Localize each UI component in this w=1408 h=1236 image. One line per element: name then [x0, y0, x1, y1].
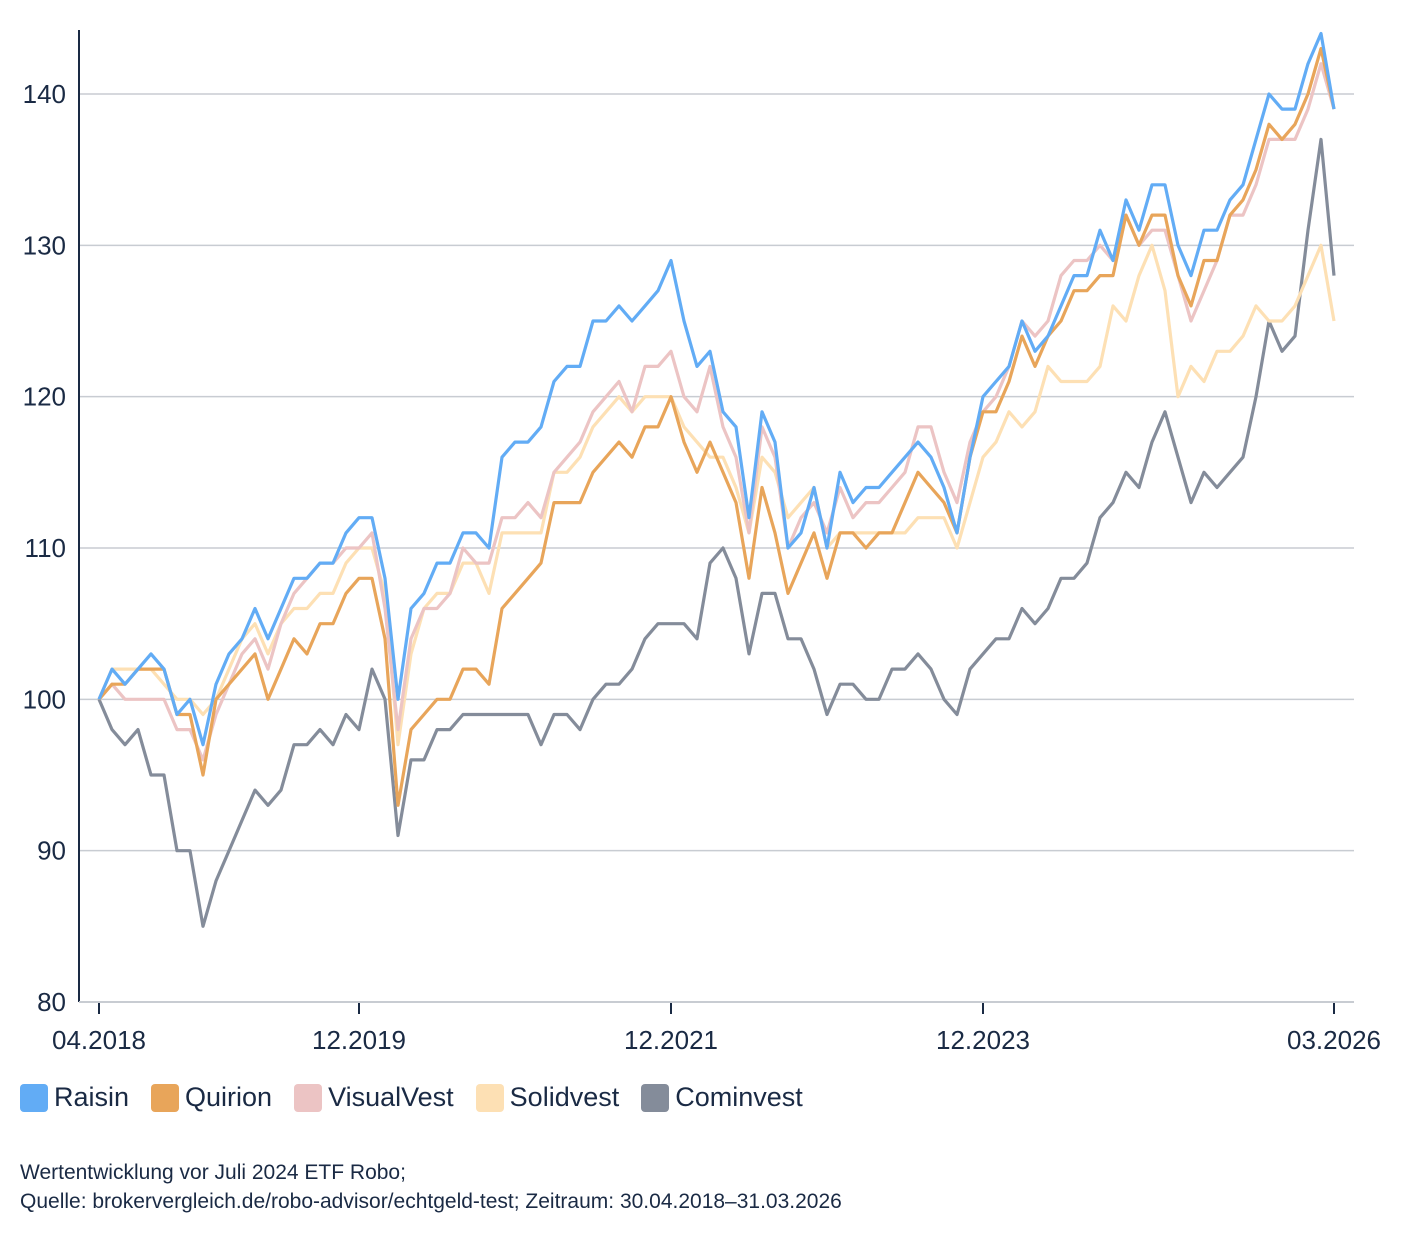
series-lines: [97, 31, 1336, 928]
legend-label: Cominvest: [675, 1082, 803, 1112]
legend-label: Quirion: [185, 1082, 273, 1112]
legend: Raisin Quirion VisualVest Solidvest Cominves…: [20, 1082, 825, 1113]
series-line-quirion: [97, 46, 1336, 807]
y-tick-label: 110: [25, 533, 66, 563]
x-tick-label: 04.2018: [52, 1025, 146, 1055]
legend-label: VisualVest: [328, 1082, 454, 1112]
grid-lines: [79, 93, 1354, 852]
y-tick-label: 120: [23, 382, 66, 412]
x-tick-label: 12.2021: [624, 1025, 718, 1055]
x-axis-tick-labels: 04.2018 12.2019 12.2021 12.2023 03.2026: [52, 1002, 1381, 1055]
line-chart: 80 90 100 110 120 130 140 04.2018 12.2019 12.202…: [23, 30, 1381, 1055]
legend-item-cominvest: Cominvest: [641, 1082, 803, 1113]
caption-line-1: Wertentwicklung vor Juli 2024 ETF Robo;: [20, 1161, 406, 1184]
y-tick-label: 90: [37, 836, 66, 866]
legend-label: Solidvest: [509, 1082, 620, 1112]
caption-line-2: Quelle: brokervergleich.de/robo-advisor/…: [20, 1190, 842, 1213]
legend-swatch: [294, 1083, 323, 1112]
x-tick-label: 03.2026: [1287, 1025, 1381, 1055]
legend-item-solidvest: Solidvest: [475, 1082, 620, 1113]
legend-swatch: [641, 1083, 670, 1112]
y-axis-tick-labels: 80 90 100 110 120 130 140: [23, 79, 66, 1017]
x-tick-label: 12.2019: [312, 1025, 406, 1055]
legend-swatch: [151, 1083, 180, 1112]
series-line-cominvest: [97, 137, 1336, 928]
series-line-visualvest: [97, 62, 1336, 762]
legend-swatch: [475, 1083, 504, 1112]
legend-item-quirion: Quirion: [151, 1082, 272, 1113]
y-tick-label: 130: [23, 230, 66, 260]
series-line-solidvest: [97, 243, 1336, 747]
legend-item-raisin: Raisin: [20, 1082, 129, 1113]
y-tick-label: 140: [23, 79, 66, 109]
y-tick-label: 100: [23, 684, 66, 714]
legend-label: Raisin: [54, 1082, 130, 1112]
legend-item-visualvest: VisualVest: [294, 1082, 454, 1113]
caption: Wertentwicklung vor Juli 2024 ETF Robo; …: [20, 1158, 842, 1216]
series-line-raisin: [97, 31, 1336, 747]
x-tick-label: 12.2023: [936, 1025, 1030, 1055]
legend-swatch: [20, 1083, 48, 1112]
y-tick-label: 80: [37, 987, 66, 1017]
